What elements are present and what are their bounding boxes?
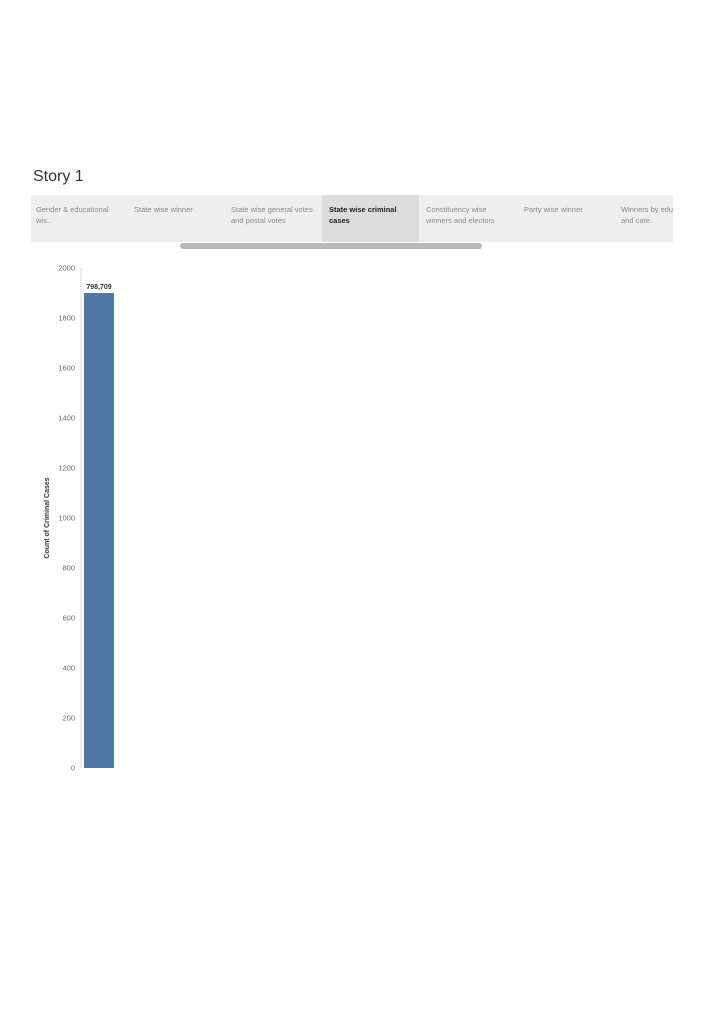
story-navigator: Gender & educational wis.. State wise wi…	[31, 195, 673, 242]
y-axis-title: Count of Criminal Cases	[44, 477, 51, 558]
story-point-education-category[interactable]: Winners by education and cate..	[614, 195, 673, 242]
story-point-label: Constituency wise winners and electors	[426, 205, 495, 225]
y-tick-label: 1200	[58, 464, 75, 473]
scroll-thumb[interactable]	[180, 242, 482, 249]
y-tick-label: 800	[62, 564, 75, 573]
story-point-label: State wise criminal cases	[329, 205, 397, 225]
y-axis-ticks: 0 200 400 600 800 1000 1200 1400 1600 1800 2000	[58, 264, 75, 773]
story-point-party-winner[interactable]: Party wise winner	[517, 195, 614, 242]
story-point-label: Gender & educational wis..	[36, 205, 109, 225]
story-point-constituency[interactable]: Constituency wise winners and electors	[419, 195, 517, 242]
y-tick-label: 600	[62, 614, 75, 623]
criminal-cases-chart: Count of Criminal Cases 0 200 400 600 800 100…	[44, 264, 114, 773]
y-tick-label: 200	[62, 714, 75, 723]
y-tick-label: 400	[62, 664, 75, 673]
y-tick-label: 0	[71, 764, 75, 773]
y-tick-label: 1600	[58, 364, 75, 373]
story-point-criminal-cases[interactable]: State wise criminal cases	[322, 195, 419, 242]
story-point-state-winner[interactable]: State wise winner	[127, 195, 224, 242]
bar[interactable]	[84, 293, 114, 768]
story-scrollbar[interactable]	[31, 242, 673, 249]
story-point-gender-education[interactable]: Gender & educational wis..	[31, 195, 127, 242]
y-tick-label: 1000	[58, 514, 75, 523]
story-point-label: Party wise winner	[524, 205, 583, 214]
y-tick-label: 1400	[58, 414, 75, 423]
bars: 798,709	[84, 284, 114, 768]
y-tick-label: 1800	[58, 314, 75, 323]
story-point-votes-postal[interactable]: State wise general votes and postal vote…	[224, 195, 322, 242]
bar-data-label: 798,709	[86, 284, 111, 291]
story-title: Story 1	[33, 168, 84, 185]
story-point-label: State wise general votes and postal vote…	[231, 205, 313, 225]
y-tick-label: 2000	[58, 264, 75, 273]
story-point-label: State wise winner	[134, 205, 193, 214]
story-point-label: Winners by education and cate..	[621, 205, 673, 225]
